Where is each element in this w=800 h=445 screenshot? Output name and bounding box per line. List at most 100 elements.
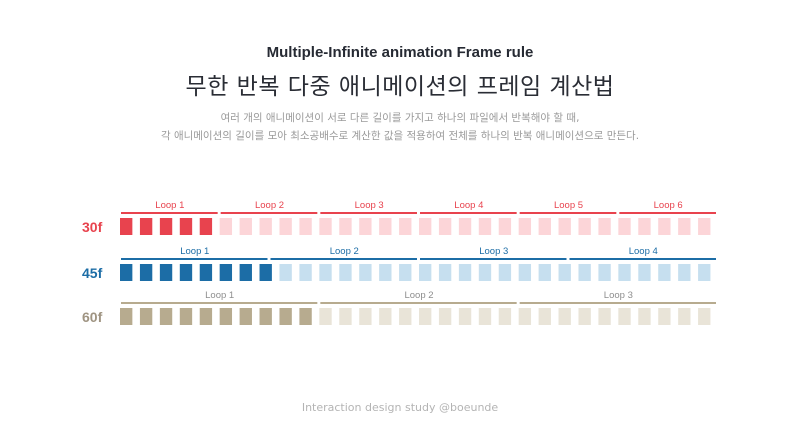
frame-bar-30f-13 — [359, 218, 372, 235]
page-title: 무한 반복 다중 애니메이션의 프레임 계산법 — [185, 74, 615, 100]
frame-bar-60f-7 — [239, 308, 252, 325]
loop-label-30f-3: Loop 3 — [355, 200, 384, 211]
frame-bar-30f-12 — [339, 218, 352, 235]
frame-bar-60f-20 — [498, 308, 512, 325]
frame-bar-30f-15 — [399, 218, 412, 235]
loop-line-30f-2 — [220, 212, 318, 214]
loop-line-30f-5 — [519, 212, 617, 214]
frame-bar-45f-2 — [139, 264, 153, 281]
frame-bar-45f-1 — [120, 264, 133, 281]
frame-bar-30f-8 — [259, 218, 272, 235]
loop-label-45f-3: Loop 3 — [479, 246, 508, 257]
frame-bar-45f-28 — [658, 264, 671, 281]
page-subtitle: Multiple-Infinite animation Frame rule — [266, 44, 534, 61]
frame-bar-60f-6 — [219, 308, 233, 325]
frame-bar-30f-19 — [478, 218, 492, 235]
frame-bar-45f-14 — [379, 264, 392, 281]
frame-bar-45f-25 — [598, 264, 611, 281]
frame-bar-30f-22 — [538, 218, 551, 235]
frame-bar-30f-24 — [578, 218, 591, 235]
frame-bar-60f-26 — [618, 308, 631, 325]
loop-line-30f-4 — [420, 212, 517, 214]
loop-line-45f-2 — [270, 258, 417, 260]
loop-label-45f-1: Loop 1 — [180, 246, 209, 257]
frame-bar-60f-25 — [598, 308, 611, 325]
frame-bar-30f-3 — [159, 218, 173, 235]
frame-bar-60f-29 — [678, 308, 691, 325]
frame-bar-30f-23 — [558, 218, 571, 235]
frame-bar-60f-30 — [698, 308, 711, 325]
frame-bar-60f-13 — [359, 308, 372, 325]
frame-bar-60f-22 — [538, 308, 551, 325]
frame-bar-60f-3 — [159, 308, 173, 325]
frame-bar-60f-10 — [299, 308, 312, 325]
frame-bar-30f-11 — [319, 218, 332, 235]
frame-bar-45f-5 — [199, 264, 213, 281]
frame-bar-45f-19 — [478, 264, 492, 281]
loop-line-60f-3 — [519, 302, 716, 304]
loop-label-60f-3: Loop 3 — [604, 290, 633, 301]
frame-bar-30f-27 — [638, 218, 651, 235]
loop-label-30f-2: Loop 2 — [255, 200, 284, 211]
loop-label-30f-1: Loop 1 — [155, 200, 184, 211]
frame-bar-30f-18 — [458, 218, 472, 235]
frame-bar-60f-2 — [139, 308, 153, 325]
frame-bar-45f-26 — [618, 264, 631, 281]
frame-bar-60f-16 — [419, 308, 432, 325]
frame-bar-30f-30 — [698, 218, 711, 235]
frame-bar-30f-28 — [658, 218, 671, 235]
frame-bar-45f-12 — [339, 264, 352, 281]
loop-line-60f-1 — [121, 302, 318, 304]
frame-bar-45f-10 — [299, 264, 312, 281]
loop-label-45f-2: Loop 2 — [330, 246, 359, 257]
frame-bar-45f-16 — [419, 264, 432, 281]
frame-bar-45f-13 — [359, 264, 372, 281]
frame-bar-30f-26 — [618, 218, 631, 235]
frame-bar-30f-29 — [678, 218, 691, 235]
frame-bar-60f-17 — [438, 308, 452, 325]
frame-bar-45f-17 — [438, 264, 452, 281]
frame-bar-60f-18 — [458, 308, 472, 325]
frame-bar-45f-23 — [558, 264, 571, 281]
frame-bar-45f-6 — [219, 264, 233, 281]
frame-bar-45f-11 — [319, 264, 332, 281]
frame-bar-30f-16 — [419, 218, 432, 235]
frame-bar-30f-14 — [379, 218, 392, 235]
frame-bar-30f-2 — [139, 218, 153, 235]
frame-bar-30f-1 — [120, 218, 133, 235]
frame-bar-30f-10 — [299, 218, 312, 235]
loop-label-60f-2: Loop 2 — [404, 290, 433, 301]
frame-bar-60f-19 — [478, 308, 492, 325]
frame-bar-45f-20 — [498, 264, 512, 281]
frame-bar-45f-21 — [518, 264, 532, 281]
frame-bar-60f-8 — [259, 308, 272, 325]
description-line-1: 여러 개의 애니메이션이 서로 다른 길이를 가지고 하나의 파일에서 반복해야… — [220, 112, 580, 124]
frame-bar-45f-4 — [179, 264, 193, 281]
loop-line-30f-1 — [121, 212, 218, 214]
frame-bar-60f-24 — [578, 308, 591, 325]
row-label-45f: 45f — [82, 265, 103, 281]
loop-line-30f-3 — [320, 212, 417, 214]
row-label-60f: 60f — [82, 309, 103, 325]
frame-bar-45f-24 — [578, 264, 591, 281]
loop-label-30f-4: Loop 4 — [454, 200, 483, 211]
frame-bar-30f-20 — [498, 218, 512, 235]
frame-bar-45f-30 — [698, 264, 711, 281]
frame-bar-45f-15 — [399, 264, 412, 281]
frame-bar-60f-21 — [518, 308, 532, 325]
frame-bar-45f-8 — [259, 264, 272, 281]
loop-label-30f-5: Loop 5 — [554, 200, 583, 211]
loop-line-45f-3 — [420, 258, 567, 260]
frame-bar-60f-5 — [199, 308, 213, 325]
loop-line-60f-2 — [320, 302, 517, 304]
loop-label-60f-1: Loop 1 — [205, 290, 234, 301]
frame-bar-30f-5 — [199, 218, 213, 235]
loop-label-45f-4: Loop 4 — [629, 246, 658, 257]
frame-bar-60f-1 — [120, 308, 133, 325]
frame-bar-60f-23 — [558, 308, 571, 325]
frame-bar-30f-7 — [239, 218, 252, 235]
frame-bar-45f-29 — [678, 264, 691, 281]
frame-bar-60f-9 — [279, 308, 292, 325]
frame-bar-30f-6 — [219, 218, 233, 235]
